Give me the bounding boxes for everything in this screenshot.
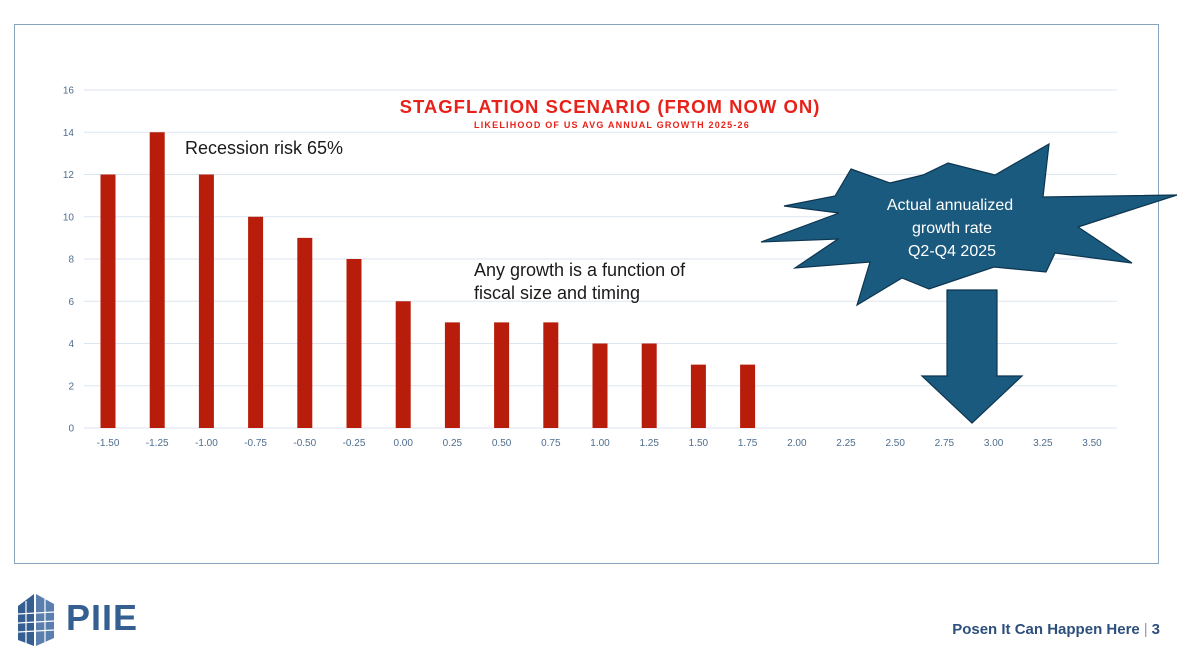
x-tick-label: 2.75 [935, 438, 955, 449]
x-tick-label: -0.75 [244, 438, 267, 449]
starburst-callout [760, 142, 1178, 307]
y-tick-label: 16 [63, 86, 75, 97]
x-tick-label: 0.25 [443, 438, 463, 449]
y-tick-label: 2 [68, 381, 74, 392]
bar--1.00 [198, 174, 214, 428]
bar--1.50 [100, 174, 116, 428]
x-tick-label: -0.25 [343, 438, 366, 449]
y-tick-label: 10 [63, 212, 75, 223]
recession-risk-annotation: Recession risk 65% [185, 138, 343, 158]
bar--0.50 [297, 237, 313, 428]
bar--0.25 [346, 259, 362, 428]
x-tick-label: 2.00 [787, 438, 807, 449]
piie-building-icon [17, 594, 55, 646]
bars [100, 132, 756, 428]
bar-0.25 [444, 322, 460, 428]
y-tick-label: 12 [63, 170, 75, 181]
y-tick-label: 0 [68, 424, 74, 435]
bar-0.75 [543, 322, 559, 428]
x-tick-label: -1.00 [195, 438, 218, 449]
burst-text-line3: Q2-Q4 2025 [908, 243, 996, 260]
x-tick-label: 0.50 [492, 438, 512, 449]
x-tick-label: 1.75 [738, 438, 758, 449]
x-tick-label: 0.00 [393, 438, 413, 449]
x-tick-label: 2.50 [885, 438, 905, 449]
x-tick-label: 1.25 [639, 438, 659, 449]
growth-annotation-line1: Any growth is a function of [474, 260, 686, 280]
y-tick-label: 8 [68, 255, 74, 266]
footer: Posen It Can Happen Here | 3 [952, 621, 1160, 638]
bar-1.00 [592, 343, 608, 428]
x-tick-label: 0.75 [541, 438, 561, 449]
y-tick-label: 14 [63, 128, 75, 139]
bar--0.75 [248, 216, 264, 428]
x-tick-label: -1.25 [146, 438, 169, 449]
burst-text-line2: growth rate [912, 220, 992, 237]
x-tick-label: -1.50 [97, 438, 120, 449]
x-tick-label: 3.00 [984, 438, 1004, 449]
y-tick-label: 4 [68, 339, 74, 350]
x-tick-label: 1.50 [689, 438, 709, 449]
down-arrow [920, 289, 1024, 424]
footer-separator: | [1143, 621, 1148, 638]
bar-1.75 [740, 364, 756, 428]
x-axis-ticks: -1.50 -1.25 -1.00 -0.75 -0.50 -0.25 0.00 0.25 0.… [97, 438, 1103, 449]
x-tick-label: 3.25 [1033, 438, 1053, 449]
x-tick-label: 3.50 [1082, 438, 1102, 449]
chart-title: STAGFLATION SCENARIO (FROM NOW ON) [400, 96, 821, 117]
y-axis-ticks: 0 2 4 6 8 10 12 14 16 [63, 86, 75, 435]
bar-1.50 [690, 364, 706, 428]
x-tick-label: 1.00 [590, 438, 610, 449]
x-tick-label: -0.50 [293, 438, 316, 449]
growth-annotation-line2: fiscal size and timing [474, 283, 640, 303]
bar-0.50 [494, 322, 510, 428]
x-tick-label: 2.25 [836, 438, 856, 449]
bar-1.25 [641, 343, 657, 428]
bar--1.25 [149, 132, 165, 428]
y-tick-label: 6 [68, 297, 74, 308]
bar-0.00 [395, 301, 411, 428]
chart-subtitle: LIKELIHOOD OF US AVG ANNUAL GROWTH 2025-… [474, 120, 750, 130]
page-number: 3 [1151, 621, 1160, 638]
chart-frame [14, 24, 1159, 564]
burst-text-line1: Actual annualized [887, 197, 1013, 214]
footer-title: Posen It Can Happen Here [952, 621, 1140, 638]
piie-logo-text: PIIE [66, 597, 139, 638]
